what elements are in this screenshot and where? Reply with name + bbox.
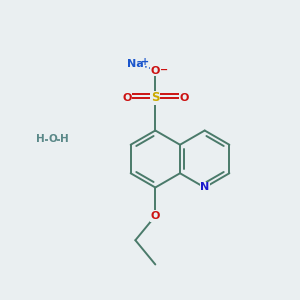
Text: O: O <box>48 134 57 145</box>
Text: N: N <box>200 182 209 193</box>
Text: −: − <box>160 64 168 74</box>
Text: H: H <box>36 134 45 145</box>
Text: O: O <box>151 66 160 76</box>
Text: O: O <box>179 93 188 103</box>
Text: O: O <box>151 211 160 221</box>
Text: S: S <box>151 91 160 104</box>
Text: H: H <box>60 134 69 145</box>
Text: O: O <box>122 93 131 103</box>
Text: Na: Na <box>127 59 143 69</box>
Text: +: + <box>141 57 149 67</box>
